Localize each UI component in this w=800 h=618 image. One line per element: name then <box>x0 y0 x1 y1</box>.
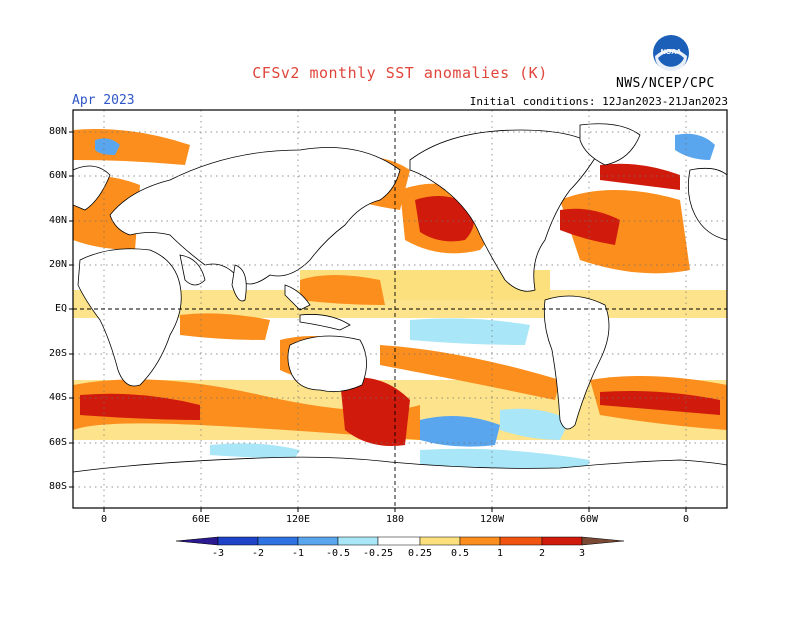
noaa-logo-icon: NOAA <box>653 35 689 72</box>
lon-label: 180 <box>385 514 405 525</box>
lon-label: 60W <box>579 514 599 525</box>
colorbar-label: -0.5 <box>325 548 351 559</box>
lon-label: 0 <box>100 514 108 525</box>
lat-label: 60N <box>48 170 67 181</box>
lat-label: 20S <box>48 348 67 359</box>
colorbar <box>175 536 625 546</box>
colorbar-label: 3 <box>578 548 586 559</box>
lat-label: 40S <box>48 392 67 403</box>
agency-label: NWS/NCEP/CPC <box>616 76 715 91</box>
colorbar-label: 0.5 <box>450 548 470 559</box>
colorbar-label: -1 <box>291 548 305 559</box>
colorbar-segment <box>297 536 339 546</box>
land-outlines <box>73 123 727 508</box>
colorbar-segment <box>217 536 259 546</box>
forecast-month: Apr 2023 <box>72 93 135 108</box>
colorbar-segment <box>257 536 299 546</box>
logo-text: NOAA <box>661 49 682 56</box>
lon-label: 60E <box>191 514 211 525</box>
anomaly-field <box>73 129 727 475</box>
colorbar-arrow-left <box>175 536 219 546</box>
colorbar-label: 0.25 <box>407 548 433 559</box>
lat-label: EQ <box>54 303 67 314</box>
colorbar-segment <box>459 536 501 546</box>
lon-label: 120E <box>285 514 311 525</box>
lat-label: 20N <box>48 259 67 270</box>
axis-ticks <box>69 131 687 512</box>
lon-label: 0 <box>682 514 690 525</box>
colorbar-segment <box>419 536 461 546</box>
lat-label: 40N <box>48 215 67 226</box>
initial-conditions: Initial conditions: 12Jan2023-21Jan2023 <box>469 95 728 108</box>
lat-label: 80S <box>48 481 67 492</box>
lat-label: 80N <box>48 126 67 137</box>
colorbar-label: -0.25 <box>362 548 394 559</box>
colorbar-segment <box>499 536 543 546</box>
colorbar-segment <box>377 536 421 546</box>
colorbar-label: -2 <box>251 548 265 559</box>
lon-label: 120W <box>479 514 505 525</box>
lat-label: 60S <box>48 437 67 448</box>
map-title: CFSv2 monthly SST anomalies (K) <box>252 64 548 82</box>
colorbar-segment <box>541 536 583 546</box>
colorbar-arrow-right <box>581 536 625 546</box>
colorbar-label: 2 <box>538 548 546 559</box>
colorbar-label: -3 <box>211 548 225 559</box>
colorbar-label: 1 <box>496 548 504 559</box>
colorbar-segment <box>337 536 379 546</box>
